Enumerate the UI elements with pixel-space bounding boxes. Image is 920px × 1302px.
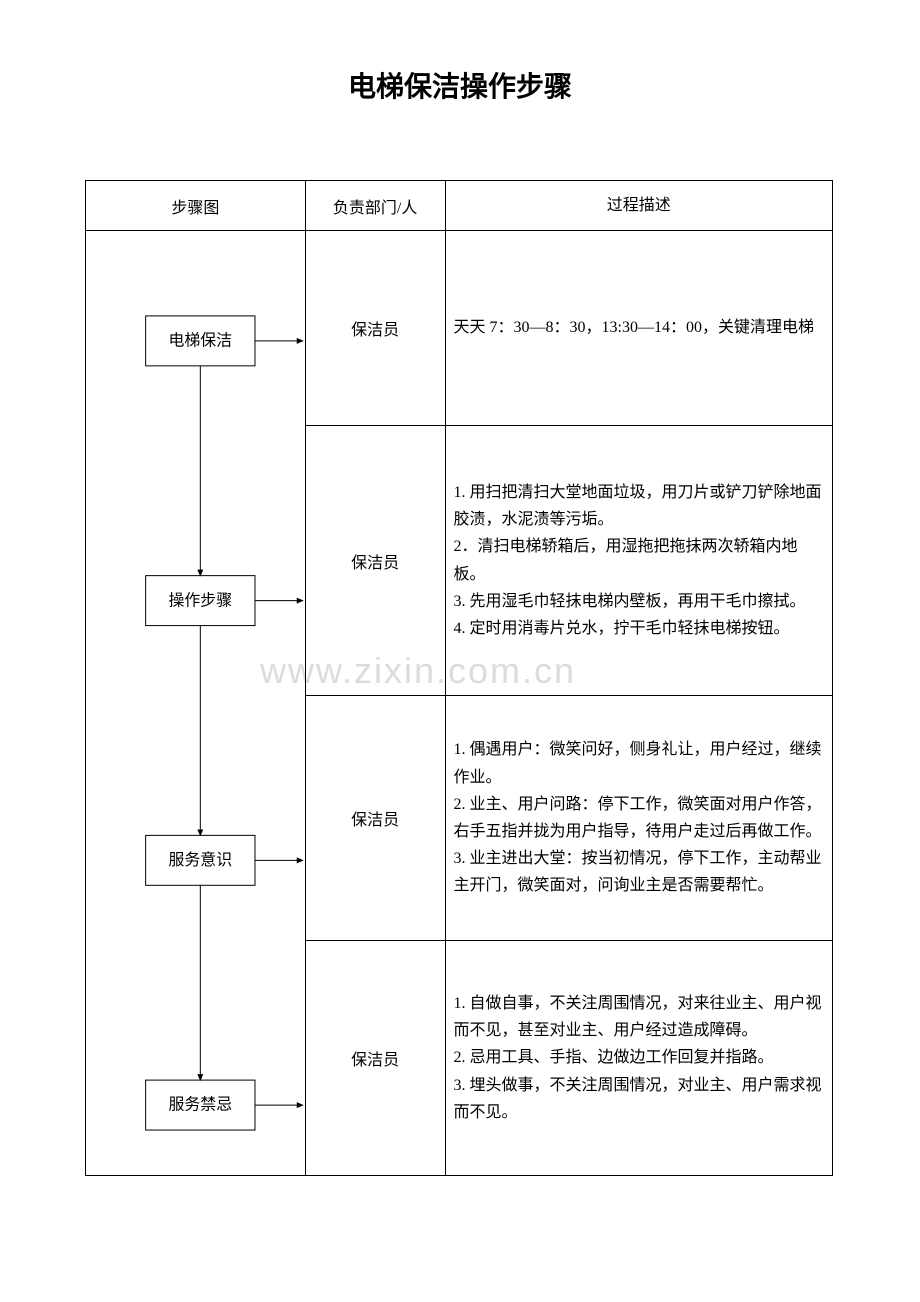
table-row: 电梯保洁操作步骤服务意识服务禁忌 保洁员 天天 7：30—8：30，13:30—…: [86, 231, 833, 426]
flow-node-label: 服务禁忌: [169, 1096, 233, 1114]
procedure-table: 步骤图 负责部门/人 过程描述 电梯保洁操作步骤服务意识服务禁忌 保洁员 天天 …: [85, 180, 833, 1176]
dept-cell: 保洁员: [305, 941, 445, 1176]
desc-cell: 1. 用扫把清扫大堂地面垃圾，用刀片或铲刀铲除地面胶渍，水泥渍等污垢。2．清扫电…: [445, 426, 832, 696]
desc-cell: 1. 自做自事，不关注周围情况，对来往业主、用户视而不见，甚至对业主、用户经过造…: [445, 941, 832, 1176]
desc-cell: 1. 偶遇用户：微笑问好，侧身礼让，用户经过，继续作业。2. 业主、用户问路：停…: [445, 696, 832, 941]
flow-node-label: 操作步骤: [169, 591, 233, 609]
flowchart-cell: 电梯保洁操作步骤服务意识服务禁忌: [86, 231, 306, 1176]
desc-cell: 天天 7：30—8：30，13:30—14：00，关键清理电梯: [445, 231, 832, 426]
page-title: 电梯保洁操作步骤: [0, 0, 920, 105]
flowchart-svg: 电梯保洁操作步骤服务意识服务禁忌: [86, 231, 305, 1175]
dept-cell: 保洁员: [305, 696, 445, 941]
flow-node-label: 服务意识: [169, 850, 233, 869]
header-dept: 负责部门/人: [305, 181, 445, 231]
table-header-row: 步骤图 负责部门/人 过程描述: [86, 181, 833, 231]
dept-cell: 保洁员: [305, 231, 445, 426]
flow-node-label: 电梯保洁: [169, 332, 233, 350]
header-flow: 步骤图: [86, 181, 306, 231]
dept-cell: 保洁员: [305, 426, 445, 696]
header-desc: 过程描述: [445, 181, 832, 231]
